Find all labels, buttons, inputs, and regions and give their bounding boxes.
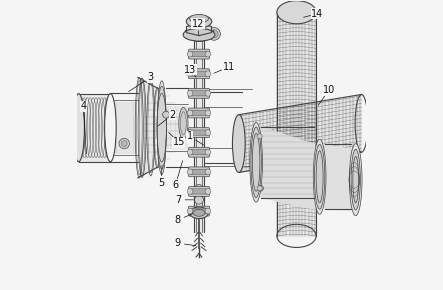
FancyBboxPatch shape bbox=[191, 189, 207, 194]
Text: 2: 2 bbox=[169, 110, 175, 120]
Circle shape bbox=[187, 208, 193, 214]
Ellipse shape bbox=[194, 184, 203, 193]
FancyBboxPatch shape bbox=[79, 94, 110, 162]
Text: 11: 11 bbox=[222, 62, 235, 72]
Text: 9: 9 bbox=[175, 238, 181, 248]
FancyBboxPatch shape bbox=[191, 110, 207, 115]
Ellipse shape bbox=[194, 195, 203, 204]
Circle shape bbox=[205, 130, 211, 135]
FancyBboxPatch shape bbox=[189, 128, 210, 137]
Text: 8: 8 bbox=[175, 215, 181, 225]
FancyBboxPatch shape bbox=[189, 206, 210, 216]
Ellipse shape bbox=[251, 127, 261, 197]
Circle shape bbox=[187, 188, 193, 194]
FancyBboxPatch shape bbox=[191, 71, 207, 76]
Text: 14: 14 bbox=[311, 9, 323, 19]
Ellipse shape bbox=[208, 28, 221, 40]
FancyBboxPatch shape bbox=[189, 69, 210, 79]
Ellipse shape bbox=[351, 149, 360, 210]
FancyBboxPatch shape bbox=[189, 88, 210, 98]
Circle shape bbox=[205, 90, 211, 96]
Circle shape bbox=[187, 71, 193, 77]
FancyBboxPatch shape bbox=[189, 167, 210, 177]
Polygon shape bbox=[277, 12, 316, 236]
Text: 13: 13 bbox=[184, 65, 196, 75]
Text: 4: 4 bbox=[81, 101, 86, 111]
Text: 7: 7 bbox=[175, 195, 181, 205]
Ellipse shape bbox=[190, 26, 208, 41]
Polygon shape bbox=[194, 189, 204, 200]
FancyBboxPatch shape bbox=[191, 91, 207, 96]
Polygon shape bbox=[261, 127, 315, 209]
Ellipse shape bbox=[210, 30, 218, 38]
Ellipse shape bbox=[277, 1, 316, 24]
Polygon shape bbox=[239, 95, 361, 173]
FancyBboxPatch shape bbox=[191, 52, 207, 57]
Polygon shape bbox=[325, 144, 350, 210]
Circle shape bbox=[205, 51, 211, 57]
Circle shape bbox=[187, 130, 193, 135]
Circle shape bbox=[121, 141, 127, 146]
Text: 5: 5 bbox=[158, 177, 164, 188]
Ellipse shape bbox=[192, 29, 206, 39]
FancyBboxPatch shape bbox=[191, 169, 207, 175]
FancyBboxPatch shape bbox=[189, 49, 210, 59]
Ellipse shape bbox=[157, 86, 167, 169]
Ellipse shape bbox=[188, 30, 210, 41]
Polygon shape bbox=[187, 23, 211, 36]
Circle shape bbox=[205, 208, 211, 214]
FancyBboxPatch shape bbox=[191, 130, 207, 135]
Text: 10: 10 bbox=[323, 85, 335, 95]
Ellipse shape bbox=[183, 28, 215, 41]
Circle shape bbox=[257, 134, 262, 139]
Circle shape bbox=[205, 169, 211, 175]
Polygon shape bbox=[139, 77, 161, 178]
Ellipse shape bbox=[190, 207, 208, 219]
Ellipse shape bbox=[315, 144, 325, 209]
Text: 12: 12 bbox=[192, 19, 204, 29]
Circle shape bbox=[187, 110, 193, 116]
Ellipse shape bbox=[187, 15, 212, 28]
Circle shape bbox=[187, 149, 193, 155]
Circle shape bbox=[187, 51, 193, 57]
Circle shape bbox=[187, 169, 193, 175]
Ellipse shape bbox=[157, 81, 167, 175]
Circle shape bbox=[163, 111, 170, 118]
FancyBboxPatch shape bbox=[191, 209, 207, 214]
Circle shape bbox=[205, 188, 211, 194]
Circle shape bbox=[119, 138, 129, 149]
FancyBboxPatch shape bbox=[189, 186, 210, 196]
Circle shape bbox=[205, 149, 211, 155]
Text: 15: 15 bbox=[173, 137, 185, 147]
Text: 1: 1 bbox=[187, 131, 193, 141]
Ellipse shape bbox=[250, 122, 263, 202]
Circle shape bbox=[205, 110, 211, 116]
Ellipse shape bbox=[179, 108, 188, 139]
Ellipse shape bbox=[233, 115, 245, 173]
Text: 6: 6 bbox=[172, 180, 179, 191]
Ellipse shape bbox=[73, 94, 85, 162]
Circle shape bbox=[257, 186, 262, 191]
Circle shape bbox=[257, 185, 263, 191]
Text: 3: 3 bbox=[148, 72, 154, 82]
FancyBboxPatch shape bbox=[191, 150, 207, 155]
Ellipse shape bbox=[190, 14, 209, 23]
Ellipse shape bbox=[105, 94, 116, 162]
FancyBboxPatch shape bbox=[189, 108, 210, 118]
Ellipse shape bbox=[193, 209, 205, 216]
FancyBboxPatch shape bbox=[189, 147, 210, 157]
Circle shape bbox=[205, 71, 211, 77]
Ellipse shape bbox=[350, 144, 362, 216]
Ellipse shape bbox=[313, 139, 326, 214]
Polygon shape bbox=[194, 35, 205, 232]
Circle shape bbox=[187, 90, 193, 96]
